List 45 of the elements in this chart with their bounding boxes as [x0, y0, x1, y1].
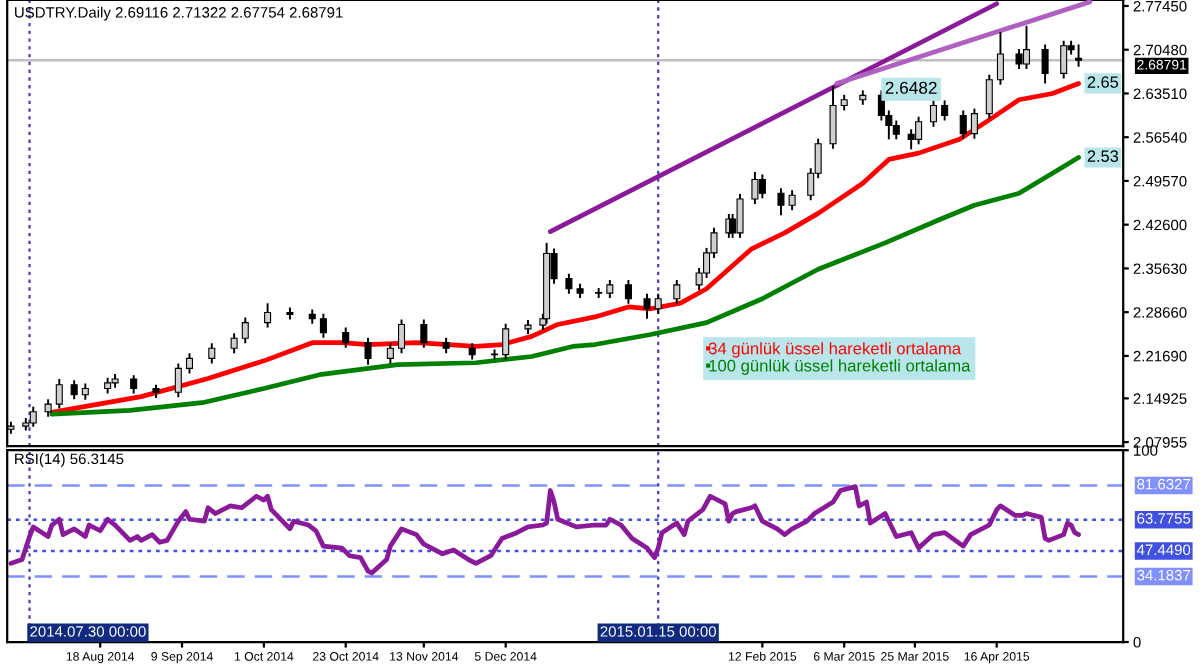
- candlestick: [1041, 43, 1049, 85]
- candlestick: [397, 318, 406, 355]
- candlestick: [1015, 47, 1023, 71]
- legend-label: 100 günlük üssel hareketli ortalama: [709, 359, 971, 375]
- candlestick: [208, 342, 216, 365]
- candlestick: [1060, 39, 1068, 80]
- candlestick: [996, 31, 1004, 86]
- legend-label: 34 günlük üssel hareketli ortalama: [708, 342, 962, 358]
- candlestick: [70, 379, 78, 401]
- candlestick: [386, 342, 394, 365]
- candlestick: [915, 115, 923, 146]
- candlestick: [264, 302, 272, 329]
- candlestick: [829, 85, 837, 150]
- candlestick: [130, 374, 138, 395]
- candlestick: [319, 312, 327, 339]
- candlestick: [758, 173, 766, 200]
- candlestick: [624, 278, 632, 305]
- candlestick: [643, 292, 651, 320]
- candlestick: [985, 73, 993, 120]
- data-label: 2.65: [1087, 76, 1119, 88]
- candlestick: [907, 128, 915, 151]
- annotation: 2.6482: [885, 81, 937, 94]
- line-series: [8, 484, 1081, 576]
- candlestick: [673, 278, 681, 305]
- candlestick: [29, 405, 37, 428]
- candlestick: [1022, 24, 1031, 71]
- candlestick: [736, 192, 744, 239]
- candlestick: [606, 278, 614, 300]
- candlestick: [420, 318, 428, 349]
- candlestick: [241, 316, 249, 345]
- data-label: 2.53: [1087, 150, 1119, 162]
- candlestick: [970, 107, 978, 140]
- candlestick: [654, 292, 662, 315]
- candlestick: [1075, 43, 1083, 68]
- candlestick: [342, 326, 350, 349]
- candlestick: [751, 170, 759, 205]
- candlestick: [502, 322, 510, 361]
- candlestick: [364, 336, 372, 366]
- candlestick: [185, 352, 194, 375]
- candlestick: [230, 332, 238, 355]
- candlestick: [959, 109, 967, 140]
- candlestick: [55, 378, 63, 410]
- candlestick: [929, 99, 938, 128]
- candlestick: [174, 362, 182, 399]
- candlestick: [941, 99, 949, 122]
